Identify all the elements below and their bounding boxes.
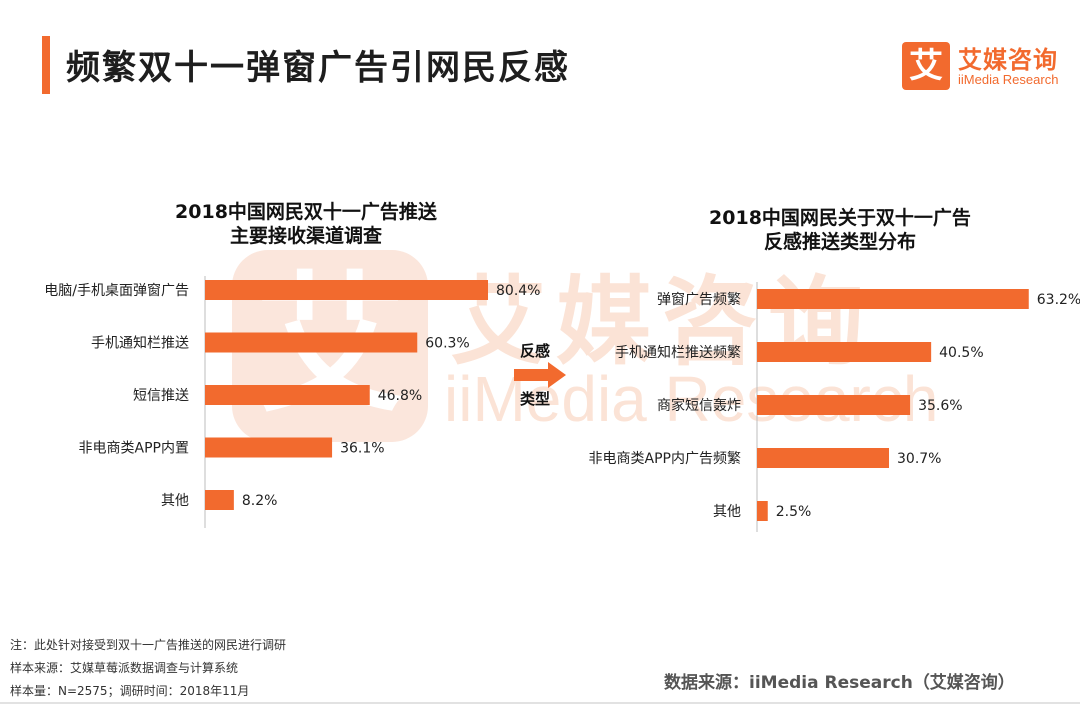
right-category-label: 手机通知栏推送频繁: [615, 344, 741, 361]
right-chart-title: 2018中国网民关于双十一广告 反感推送类型分布: [640, 206, 1040, 254]
left-category-label: 非电商类APP内置: [79, 441, 189, 457]
right-chart-title-line2: 反感推送类型分布: [763, 231, 916, 253]
data-source: 数据来源：iiMedia Research（艾媒咨询）: [664, 673, 1015, 693]
left-chart-title: 2018中国网民双十一广告推送 主要接收渠道调查: [96, 200, 516, 248]
bottom-divider: [0, 702, 1080, 704]
logo-en-text: iiMedia Research: [958, 72, 1059, 87]
left-bar: [205, 385, 370, 405]
right-bar: [757, 395, 911, 415]
left-chart-title-line1: 2018中国网民双十一广告推送: [175, 201, 437, 223]
right-value-label: 35.6%: [918, 398, 962, 414]
brand-logo: 艾 艾媒咨询 iiMedia Research: [902, 40, 1070, 94]
left-value-label: 8.2%: [242, 493, 278, 509]
footer-sample-source: 样本来源：艾媒草莓派数据调查与计算系统: [10, 661, 239, 675]
right-category-label: 商家短信轰炸: [657, 397, 741, 414]
left-value-label: 80.4%: [496, 283, 540, 299]
left-category-label: 短信推送: [133, 388, 189, 404]
left-value-label: 36.1%: [340, 441, 384, 457]
right-category-label: 非电商类APP内广告频繁: [589, 451, 741, 467]
right-chart-title-line1: 2018中国网民关于双十一广告: [709, 207, 971, 229]
left-bar: [205, 332, 418, 353]
right-category-label: 其他: [713, 504, 741, 520]
right-bar: [757, 501, 768, 521]
title-accent-bar: [42, 36, 50, 94]
left-bar: [205, 490, 234, 510]
page-title: 频繁双十一弹窗广告引网民反感: [66, 48, 570, 88]
right-category-label: 弹窗广告频繁: [657, 291, 741, 308]
right-bar: [757, 289, 1029, 309]
left-category-label: 手机通知栏推送: [91, 335, 189, 352]
center-arrow-label: 反感 类型: [512, 340, 568, 410]
left-value-label: 60.3%: [425, 336, 469, 352]
right-arrow-icon: [514, 362, 566, 388]
left-bar: [205, 437, 333, 458]
right-value-label: 40.5%: [939, 345, 983, 361]
footer-note: 注：此处针对接受到双十一广告推送的网民进行调研: [10, 638, 287, 652]
right-bar: [757, 342, 932, 362]
logo-mark-icon: 艾: [902, 42, 950, 90]
right-value-label: 30.7%: [897, 451, 941, 467]
right-bar: [757, 448, 890, 468]
left-chart-title-line2: 主要接收渠道调查: [229, 225, 382, 247]
left-bar: [205, 280, 489, 300]
center-label-top: 反感: [520, 342, 551, 360]
left-value-label: 46.8%: [378, 388, 422, 404]
logo-cn-text: 艾媒咨询: [958, 46, 1058, 74]
footer-sample-size: 样本量：N=2575；调研时间：2018年11月: [10, 684, 250, 698]
right-value-label: 2.5%: [776, 504, 812, 520]
center-label-bottom: 类型: [520, 390, 551, 408]
right-value-label: 63.2%: [1037, 292, 1080, 308]
left-category-label: 电脑/手机桌面弹窗广告: [44, 282, 189, 299]
left-category-label: 其他: [161, 493, 189, 509]
